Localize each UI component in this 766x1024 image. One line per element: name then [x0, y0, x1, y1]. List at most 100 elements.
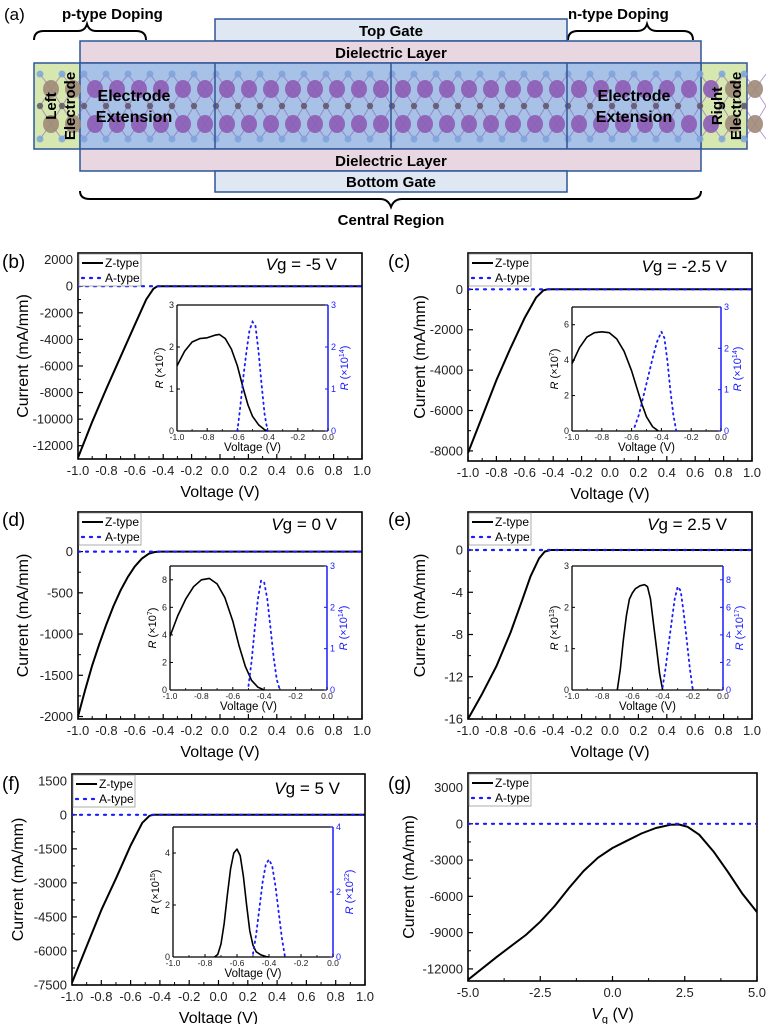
legend-z-type-label: Z-type [105, 515, 139, 529]
chalcogen-atom [285, 80, 301, 98]
inset-right-axis-unit: (×10 [732, 358, 744, 383]
legend-z-type-label: Z-type [495, 256, 529, 270]
inset-x-tick-label: 0.0 [327, 958, 339, 968]
chalcogen-atom [461, 80, 477, 98]
vg-annotation-symbol: V [647, 515, 660, 534]
metal-atom [344, 102, 352, 110]
x-tick-label: 1.0 [353, 463, 371, 478]
y-tick-label: 0 [456, 543, 463, 558]
inset-left-axis-exp: 7 [549, 352, 556, 356]
inset-left-tick-label: 6 [162, 602, 167, 612]
inset-x-tick-label: -0.2 [288, 691, 303, 701]
inset-right-tick-label: 1 [330, 644, 335, 654]
inset-left-tick-label: 8 [162, 575, 167, 585]
x-axis-label-main: V [591, 1006, 603, 1023]
y-tick-label: -500 [47, 585, 73, 600]
inset-right-tick-label: 1 [331, 384, 336, 394]
x-tick-label: 0.8 [327, 989, 345, 1004]
metal-atom [542, 102, 550, 110]
inset-right-axis-close: ) [339, 346, 351, 350]
small-atom [630, 135, 638, 143]
small-atom [476, 135, 484, 143]
legend-a-type-label: A-type [495, 271, 530, 285]
legend-a-type-label: A-type [99, 792, 134, 806]
left-electrode-label-2: Electrode [62, 72, 79, 140]
right-extension-label-1: Electrode [598, 88, 671, 105]
inset-right-axis-label: R (×1014) [732, 347, 744, 392]
inset-right-tick-label: 2 [724, 343, 729, 353]
inset-x-tick-label: -0.8 [200, 432, 215, 442]
metal-atom [630, 102, 638, 110]
metal-atom [520, 102, 528, 110]
panel-label-b: (b) [2, 252, 25, 273]
x-tick-label: -0.2 [180, 723, 202, 738]
inset-left-axis-symbol: R [154, 380, 166, 388]
vg-annotation: Vg = 0 V [271, 515, 337, 534]
inset-left-tick-label: 2 [165, 900, 170, 910]
x-axis-label: Voltage (V) [570, 486, 649, 503]
legend-a-type-label: A-type [495, 530, 530, 544]
x-tick-label: -1.0 [67, 463, 89, 478]
x-axis-label: Voltage (V) [180, 744, 259, 761]
y-tick-label: -1500 [40, 668, 73, 683]
series-z-type-line [468, 823, 757, 981]
inset-left-tick-label: 0 [169, 426, 174, 436]
chalcogen-atom [747, 115, 763, 133]
small-atom [146, 70, 154, 78]
inset-x-axis-label: Voltage (V) [220, 701, 277, 713]
legend-z-type-label: Z-type [495, 515, 529, 529]
inset-right-axis-exp: 22 [344, 873, 351, 881]
chalcogen-atom [241, 115, 257, 133]
panel-label-g: (g) [388, 774, 411, 795]
metal-atom [564, 102, 572, 110]
panel-label-f: (f) [2, 774, 20, 795]
panel-a-device-schematic: (a) p-type Doping n-type Doping Top Gate… [4, 5, 766, 229]
inset-x-tick-label: -1.0 [565, 432, 580, 442]
chalcogen-atom [593, 80, 609, 98]
chalcogen-atom [549, 80, 565, 98]
inset-a-type-curve [661, 584, 694, 691]
inset-right-axis-exp: 17 [734, 609, 741, 617]
p-doping-label: p-type Doping [62, 6, 163, 23]
chalcogen-atom [43, 80, 59, 98]
chalcogen-atom [747, 80, 763, 98]
chalcogen-atom [615, 115, 631, 133]
y-tick-label: -2000 [40, 305, 73, 320]
chalcogen-atom [351, 115, 367, 133]
small-atom [344, 135, 352, 143]
inset-left-tick-label: 6 [564, 320, 569, 330]
dielectric-bottom-label: Dielectric Layer [335, 153, 447, 170]
x-tick-label: 0.4 [658, 723, 676, 738]
inset-left-tick-label: 0 [564, 685, 569, 695]
chalcogen-atom [285, 115, 301, 133]
inset-x-axis-label: Voltage (V) [619, 701, 676, 713]
x-tick-label: 0.8 [325, 723, 343, 738]
chalcogen-atom [637, 115, 653, 133]
metal-atom [696, 102, 704, 110]
inset-left-tick-label: 0 [165, 952, 170, 962]
chalcogen-atom [197, 80, 213, 98]
inset-left-tick-label: 0 [162, 685, 167, 695]
small-atom [36, 135, 44, 143]
y-tick-label: -1000 [40, 627, 73, 642]
metal-atom [432, 102, 440, 110]
inset-x-tick-label: -0.8 [198, 958, 213, 968]
inset-right-axis-close: ) [734, 606, 746, 610]
inset-left-axis-close: ) [150, 870, 162, 874]
inset-left-tick-label: 2 [564, 602, 569, 612]
panel-label-a: (a) [4, 5, 25, 24]
chalcogen-atom [725, 80, 741, 98]
p-doping-brace [33, 20, 147, 41]
top-gate-label: Top Gate [359, 23, 423, 40]
bottom-gate-label: Bottom Gate [346, 174, 436, 191]
inset-a-type-curve [247, 579, 281, 691]
y-tick-label: -8000 [430, 443, 463, 458]
x-tick-label: -0.6 [514, 723, 536, 738]
y-tick-label: -4000 [40, 332, 73, 347]
small-atom [300, 70, 308, 78]
inset-left-axis-symbol: R [549, 642, 561, 650]
inset-left-axis-close: ) [154, 348, 166, 352]
inset-left-tick-label: 4 [165, 848, 170, 858]
metal-atom [278, 102, 286, 110]
